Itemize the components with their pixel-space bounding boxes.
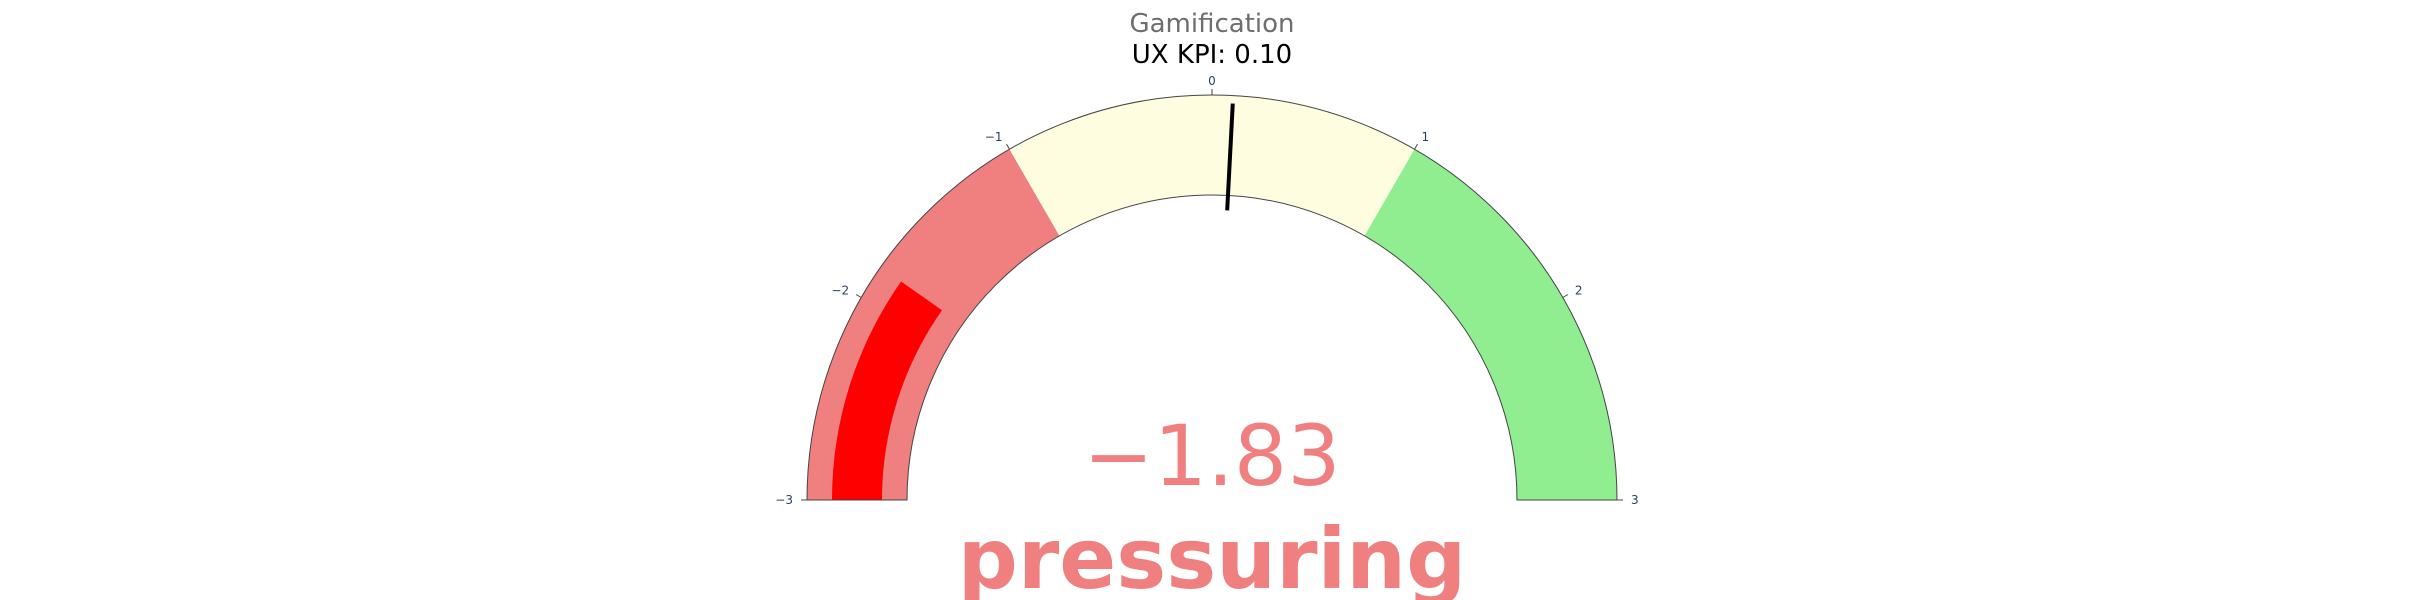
gauge-value: −1.83 xyxy=(1083,407,1340,505)
gauge-step-2 xyxy=(1364,149,1617,500)
gauge-tick-label-4: 1 xyxy=(1422,130,1430,144)
gauge-tick-label-1: −2 xyxy=(831,284,849,298)
gauge-value-suffix: pressuring xyxy=(958,510,1466,600)
gauge-threshold-group xyxy=(1225,103,1235,211)
chart-subtitle: UX KPI: 0.10 xyxy=(1132,40,1292,70)
chart-title: Gamification xyxy=(1129,9,1294,39)
gauge-tick-label-0: −3 xyxy=(775,493,793,507)
gauge-tick-label-5: 2 xyxy=(1575,284,1583,298)
gauge-tick-label-6: 3 xyxy=(1631,493,1639,507)
gauge-bar-group xyxy=(832,281,943,500)
gauge-tick-2 xyxy=(1006,143,1010,150)
gauge-outline xyxy=(806,94,1618,501)
gauge-threshold xyxy=(1225,103,1235,211)
gauge-tick-label-2: −1 xyxy=(985,130,1003,144)
gauge-tick-5 xyxy=(1562,294,1569,298)
gauge-bar xyxy=(832,281,943,500)
gauge-tick-4 xyxy=(1414,143,1418,150)
gauge-outline-group xyxy=(806,94,1618,501)
gauge-step-1 xyxy=(1009,94,1415,236)
gauge-ticks: −3 −2 −1 0 1 2 3 xyxy=(775,74,1638,507)
gauge-tick-1 xyxy=(855,294,862,298)
gauge-tick-label-3: 0 xyxy=(1208,74,1216,88)
